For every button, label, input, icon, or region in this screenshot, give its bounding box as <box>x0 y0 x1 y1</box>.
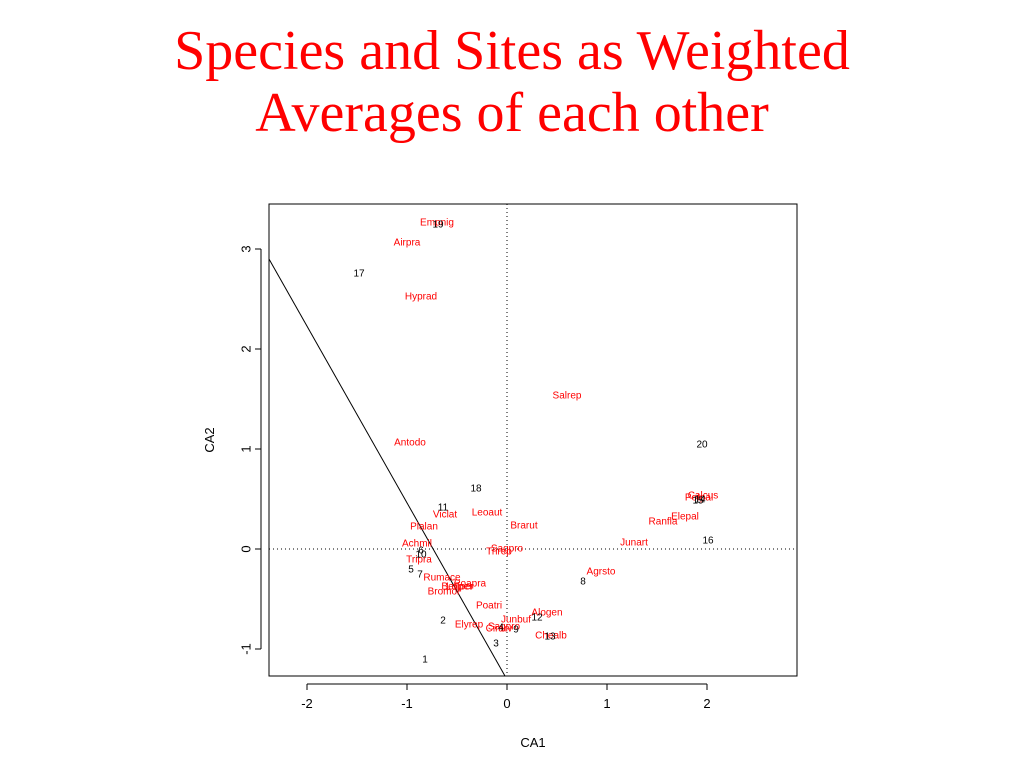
plot-frame <box>268 203 798 677</box>
site-label: 1 <box>422 655 428 666</box>
y-tick-label: -1 <box>238 643 253 655</box>
y-tick-label: 0 <box>238 545 253 552</box>
site-label: 12 <box>531 613 543 624</box>
x-axis-label: CA1 <box>520 735 545 750</box>
species-label: Achmil <box>402 539 432 550</box>
site-label: 10 <box>415 550 427 561</box>
x-tick-label: 2 <box>703 696 710 711</box>
species-label: Potpal <box>685 493 713 504</box>
species-label: Bromor <box>428 587 461 598</box>
site-label: 5 <box>408 565 414 576</box>
x-tick-label: -1 <box>401 696 413 711</box>
site-label: 14 <box>694 495 706 506</box>
species-label: Alogen <box>531 608 562 619</box>
species-label: Leoaut <box>472 508 503 519</box>
species-label: Brarut <box>510 521 537 532</box>
x-tick-label: 1 <box>603 696 610 711</box>
y-axis: -1 0 1 2 3 <box>238 245 262 655</box>
species-label: Ranfla <box>649 517 678 528</box>
species-label: Chealb <box>535 631 567 642</box>
site-label: 17 <box>353 269 365 280</box>
y-tick-label: 2 <box>238 345 253 352</box>
site-label: 6 <box>418 546 424 557</box>
x-tick-label: 0 <box>503 696 510 711</box>
species-label: Bellper <box>441 582 473 593</box>
y-axis-label: CA2 <box>202 427 217 452</box>
site-label: 4 <box>498 623 504 634</box>
species-label: Antodo <box>394 438 426 449</box>
species-label: Tripra <box>406 555 432 566</box>
species-label: Viclat <box>433 510 457 521</box>
y-tick-label: 1 <box>238 445 253 452</box>
site-label: 3 <box>493 639 499 650</box>
site-label: 20 <box>696 440 708 451</box>
species-label: Airpra <box>394 238 421 249</box>
species-label: Salrep <box>553 391 582 402</box>
site-label: 8 <box>580 577 586 588</box>
species-labels: Empnig Airpra Hyprad Salrep Antodo Viclat Leoa… <box>394 218 719 642</box>
species-label: Junart <box>620 538 648 549</box>
slide-title-line-2: Averages of each other <box>255 82 769 144</box>
species-label: Sagpro <box>488 622 521 633</box>
site-label: 15 <box>692 496 704 507</box>
site-label: 7 <box>417 570 423 581</box>
reference-lines <box>269 204 797 676</box>
x-axis: -2 -1 0 1 2 <box>301 683 711 711</box>
x-tick-label: -2 <box>301 696 313 711</box>
species-label: Lolper <box>446 582 474 593</box>
species-label: Calcus <box>688 491 719 502</box>
site-label: 19 <box>432 220 444 231</box>
species-label: Empnig <box>420 218 454 229</box>
site-label: 11 <box>438 503 449 514</box>
species-label: Elepal <box>671 512 699 523</box>
species-label: Sagpro <box>491 544 524 555</box>
site-label: 16 <box>702 536 714 547</box>
environment-vector-line <box>268 258 506 677</box>
species-label: Plalan <box>410 522 438 533</box>
species-label: Trirep <box>486 547 512 558</box>
species-label: Junbuf <box>501 615 531 626</box>
slide-title-line-1: Species and Sites as Weighted <box>174 20 850 82</box>
site-label: 18 <box>470 484 482 495</box>
slide-title: Species and Sites as Weighted Averages o… <box>0 20 1024 144</box>
site-label: 9 <box>513 625 519 636</box>
species-label: Cirarv <box>486 624 513 635</box>
species-label: Rumace <box>423 573 461 584</box>
species-label: Poapra <box>454 579 487 590</box>
species-label: Elyrep <box>455 620 484 631</box>
site-label: 2 <box>440 616 446 627</box>
species-label: Poatri <box>476 601 502 612</box>
species-label: Hyprad <box>405 292 437 303</box>
y-tick-label: 3 <box>238 245 253 252</box>
site-label: 13 <box>544 632 556 643</box>
species-label: Agrsto <box>587 567 616 578</box>
